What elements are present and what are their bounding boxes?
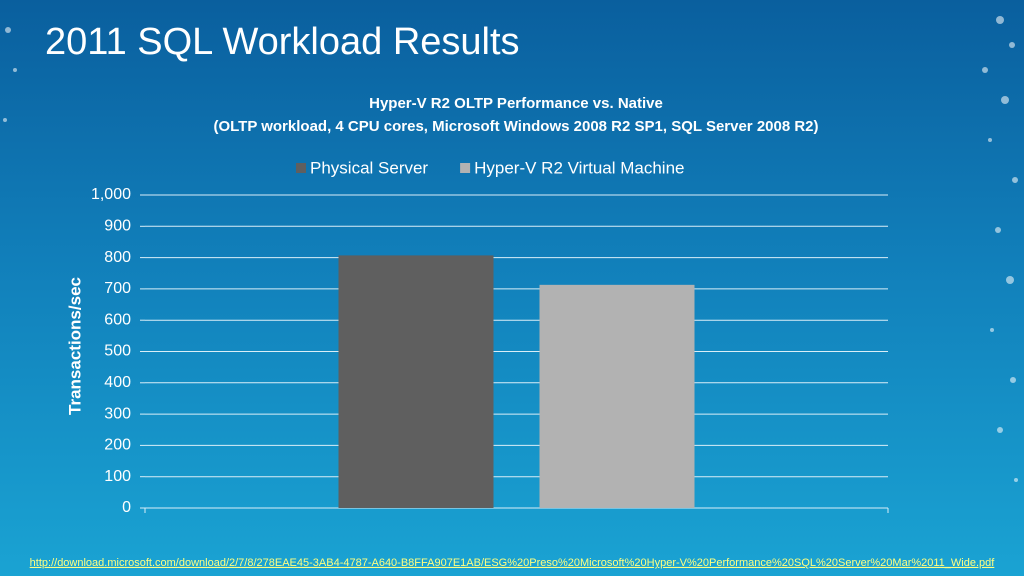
y-tick-label: 800 xyxy=(104,249,131,266)
bar xyxy=(338,255,494,508)
decor-dots xyxy=(3,16,1018,482)
y-tick-label: 600 xyxy=(104,311,131,328)
bar xyxy=(539,284,695,508)
slide-title: 2011 SQL Workload Results xyxy=(45,21,520,63)
y-tick-label: 900 xyxy=(104,218,131,235)
y-tick-label: 1,000 xyxy=(91,186,131,203)
y-axis-label: Transactions/sec xyxy=(65,277,84,415)
y-tick-label: 400 xyxy=(104,374,131,391)
legend-label: Hyper-V R2 Virtual Machine xyxy=(474,158,684,177)
y-tick-label: 0 xyxy=(122,499,131,516)
legend-swatch xyxy=(296,163,306,173)
chart-subtitle: (OLTP workload, 4 CPU cores, Microsoft W… xyxy=(213,118,818,135)
legend-label: Physical Server xyxy=(310,158,428,177)
y-tick-label: 500 xyxy=(104,343,131,360)
legend-swatch xyxy=(460,163,471,173)
y-tick-label: 100 xyxy=(104,468,131,485)
y-tick-label: 300 xyxy=(104,405,131,422)
y-tick-label: 200 xyxy=(104,437,131,454)
source-url[interactable]: http://download.microsoft.com/download/2… xyxy=(30,557,996,569)
y-tick-label: 700 xyxy=(104,280,131,297)
chart-title: Hyper-V R2 OLTP Performance vs. Native xyxy=(369,95,663,112)
source-link[interactable]: http://download.microsoft.com/download/2… xyxy=(30,557,996,569)
